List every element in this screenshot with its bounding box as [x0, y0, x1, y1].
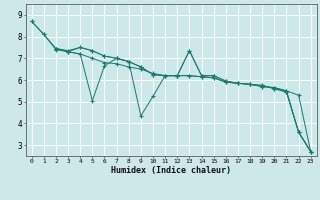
X-axis label: Humidex (Indice chaleur): Humidex (Indice chaleur) — [111, 166, 231, 175]
